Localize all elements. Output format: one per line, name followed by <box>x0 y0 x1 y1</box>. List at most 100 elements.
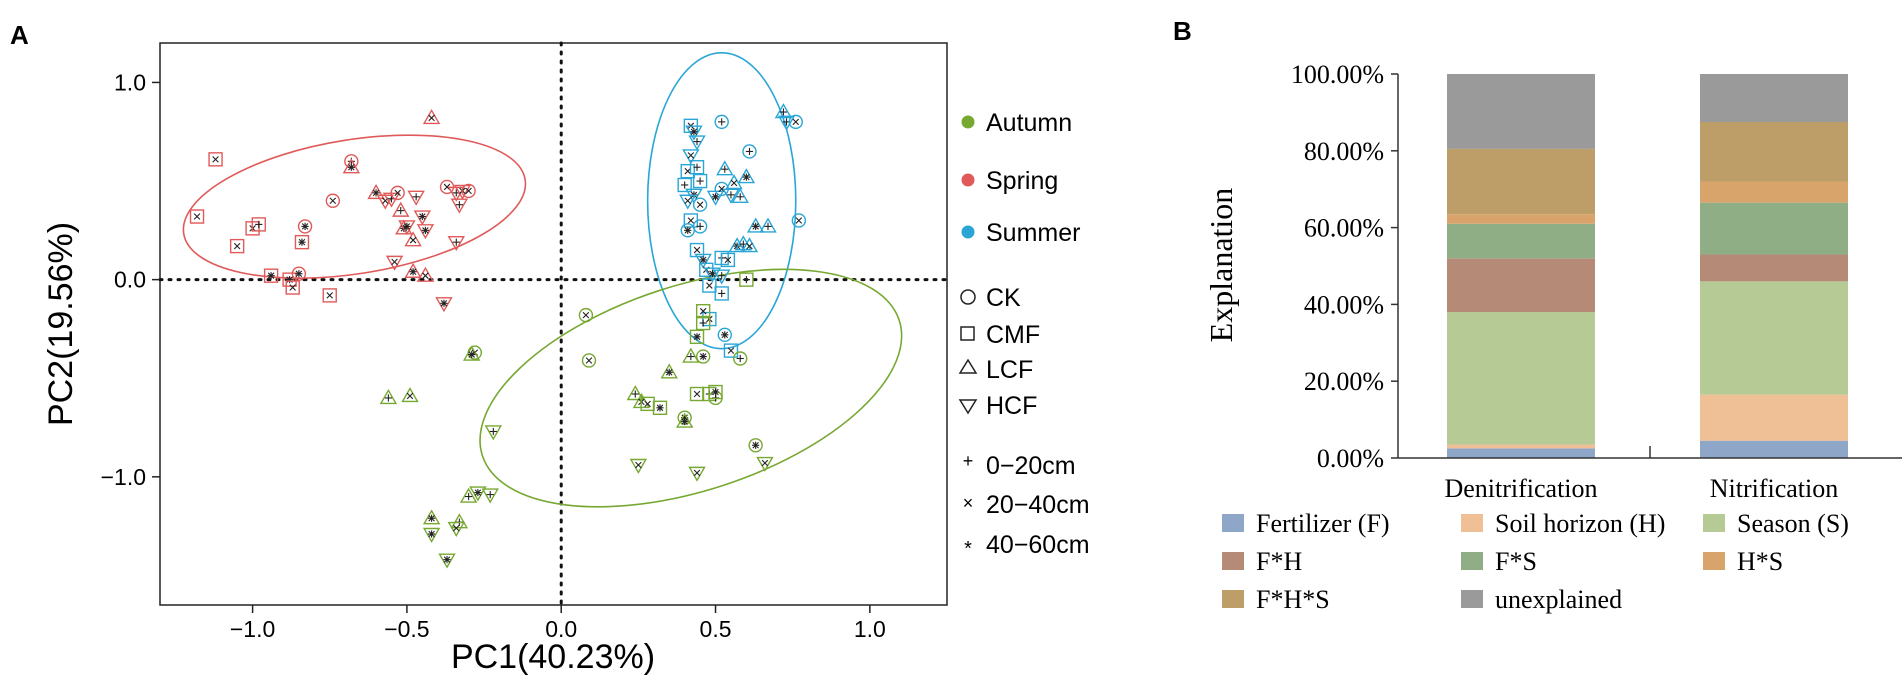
marker-square <box>229 238 245 254</box>
depth-glyph-stroke <box>406 392 414 400</box>
point-summer <box>692 197 708 212</box>
panel-b: B 0.00% 20.00% 40.00% 60.00% 80.00% 100.00% D… <box>1173 16 1902 614</box>
ellipse-spring <box>182 134 527 279</box>
depth-glyph-stroke <box>696 201 704 208</box>
marker-square <box>285 280 300 295</box>
marker-circle <box>748 438 763 453</box>
marker-triangle-up <box>725 174 743 190</box>
x-tick-label: −0.5 <box>384 616 429 642</box>
bar-segment-f-s <box>1447 223 1595 259</box>
marker-triangle-up <box>404 231 422 247</box>
point-autumn <box>629 458 648 474</box>
depth-glyph-stroke <box>419 213 426 220</box>
legend-item-depth-0-20: + 0−20cm <box>963 451 1076 480</box>
legend-item-hcf: HCF <box>958 392 1037 420</box>
point-summer <box>688 135 706 151</box>
depth-glyph-stroke <box>474 489 482 496</box>
point-autumn <box>438 553 456 569</box>
bar-segment-fertilizer-f <box>1447 448 1595 458</box>
b-y-axis-label: Explanation <box>1203 188 1239 343</box>
legend-b-swatch <box>1461 552 1483 570</box>
point-summer <box>742 144 757 159</box>
point-summer <box>714 286 729 301</box>
depth-glyph-stroke <box>409 268 417 276</box>
marker-triangle-up <box>774 103 793 119</box>
point-spring <box>325 193 341 208</box>
depth-glyph-stroke <box>372 189 380 197</box>
bar-segment-f-h-s <box>1700 122 1848 182</box>
marker-triangle-down <box>453 184 472 200</box>
point-spring <box>229 238 245 254</box>
legend-b-label: F*H <box>1256 547 1302 576</box>
point-spring <box>376 194 395 210</box>
depth-glyph-stroke <box>443 556 451 563</box>
marker-square <box>720 252 736 268</box>
point-summer <box>692 219 708 234</box>
depth-glyph-stroke <box>289 284 296 291</box>
circle-shape-icon <box>960 289 976 305</box>
bar-segment-season-s <box>1700 281 1848 395</box>
depth-glyph-stroke <box>443 183 451 191</box>
depth-glyph-stroke <box>394 189 401 197</box>
legend-b-label: F*S <box>1495 547 1537 576</box>
point-summer <box>677 177 692 193</box>
point-summer <box>714 114 729 130</box>
point-summer <box>716 160 734 176</box>
marker-triangle-down <box>688 466 706 482</box>
depth-glyph-stroke <box>712 193 719 201</box>
point-spring <box>450 198 469 214</box>
point-summer <box>717 327 732 343</box>
depth-glyph-stroke <box>428 514 435 522</box>
marker-square <box>689 329 705 345</box>
triangle-down-shape-icon <box>958 399 978 415</box>
depth-glyph-stroke <box>348 163 355 171</box>
legend-label-spring: Spring <box>986 167 1058 195</box>
marker-circle <box>692 197 708 212</box>
panel-b-label: B <box>1173 16 1192 46</box>
legend-b-swatch <box>1222 514 1244 532</box>
bar-segment-f-h-s <box>1447 148 1595 215</box>
marker-circle <box>390 185 405 201</box>
b-y-tick-label: 20.00% <box>1304 367 1384 396</box>
b-y-tick-label: 60.00% <box>1304 214 1384 243</box>
legend-b-label: F*H*S <box>1256 585 1330 614</box>
depth-glyph-stroke <box>403 223 411 230</box>
point-summer <box>759 217 777 233</box>
marker-triangle-down <box>376 194 395 210</box>
depth-glyph-stroke <box>422 227 429 234</box>
point-summer <box>694 253 712 269</box>
depth-glyph-stroke <box>468 351 475 358</box>
depth-glyph-stroke <box>727 347 735 354</box>
legend-label-depth-0-20: 0−20cm <box>986 452 1076 480</box>
asterisk-glyph-icon: * <box>964 538 972 560</box>
point-autumn <box>748 438 763 453</box>
bar-segment-unexplained <box>1447 74 1595 149</box>
bar-nitrification <box>1700 74 1848 458</box>
marker-circle <box>733 351 748 366</box>
point-autumn <box>469 486 487 502</box>
legend-b-item-h-s: H*S <box>1703 547 1783 576</box>
marker-circle <box>695 349 711 364</box>
marker-triangle-down <box>679 194 697 210</box>
depth-glyph-stroke <box>761 459 769 467</box>
marker-square <box>251 217 266 232</box>
depth-glyph-stroke <box>233 242 241 250</box>
legend-swatch-summer <box>961 225 975 239</box>
point-summer <box>720 252 736 268</box>
marker-triangle-down <box>629 458 648 474</box>
point-autumn <box>695 315 711 331</box>
legend-b-item-unexplained: unexplained <box>1461 585 1622 614</box>
legend-item-lcf: LCF <box>958 356 1033 384</box>
marker-circle <box>717 327 732 343</box>
marker-circle <box>291 266 307 281</box>
marker-triangle-down <box>422 527 441 543</box>
legend-b-swatch <box>1222 552 1244 570</box>
marker-triangle-up <box>731 187 749 204</box>
point-autumn <box>422 509 441 525</box>
depth-glyph-stroke <box>212 156 219 163</box>
b-y-tick-label: 40.00% <box>1304 290 1384 319</box>
legend-swatch-autumn <box>961 115 975 129</box>
marker-triangle-down <box>694 253 712 269</box>
depth-glyph-stroke <box>752 442 759 449</box>
